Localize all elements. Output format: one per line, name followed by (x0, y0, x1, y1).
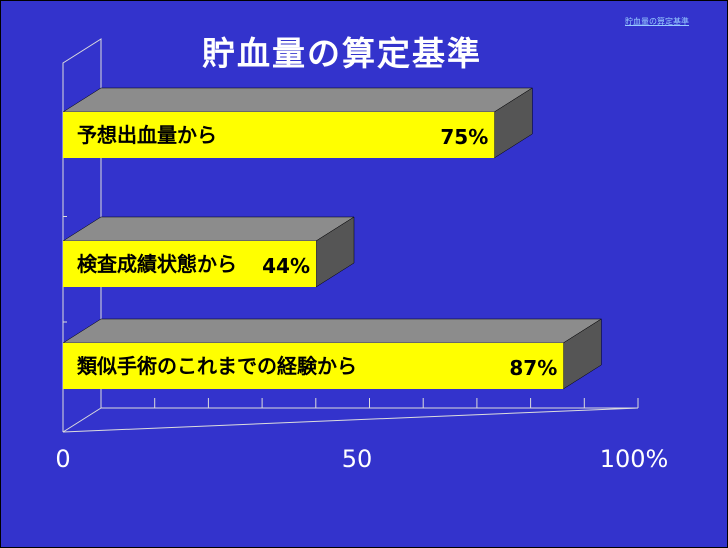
bar-category-label: 検査成績状態から (77, 252, 237, 276)
bar (63, 241, 316, 287)
bar-top (62, 87, 534, 113)
bar-top (62, 216, 355, 242)
bar-category-label: 類似手術のこれまでの経験から (77, 354, 357, 378)
bar (63, 112, 495, 158)
bar-category-label: 予想出血量から (77, 123, 217, 147)
bar-value-label: 75% (440, 125, 488, 149)
axis-floor-front (62, 407, 639, 433)
bar-value-label: 44% (262, 254, 310, 278)
x-tick-label: 0 (55, 445, 70, 473)
axis-wall-base (62, 407, 102, 433)
bar (63, 343, 564, 389)
x-tick-label: 50 (342, 445, 373, 473)
nav-link[interactable]: 貯血量の算定基準 (625, 17, 689, 26)
chart-title: 貯血量の算定基準 (202, 34, 482, 73)
bar-top (62, 318, 603, 344)
bar-value-label: 87% (509, 356, 557, 380)
x-tick-label: 100% (600, 445, 669, 473)
